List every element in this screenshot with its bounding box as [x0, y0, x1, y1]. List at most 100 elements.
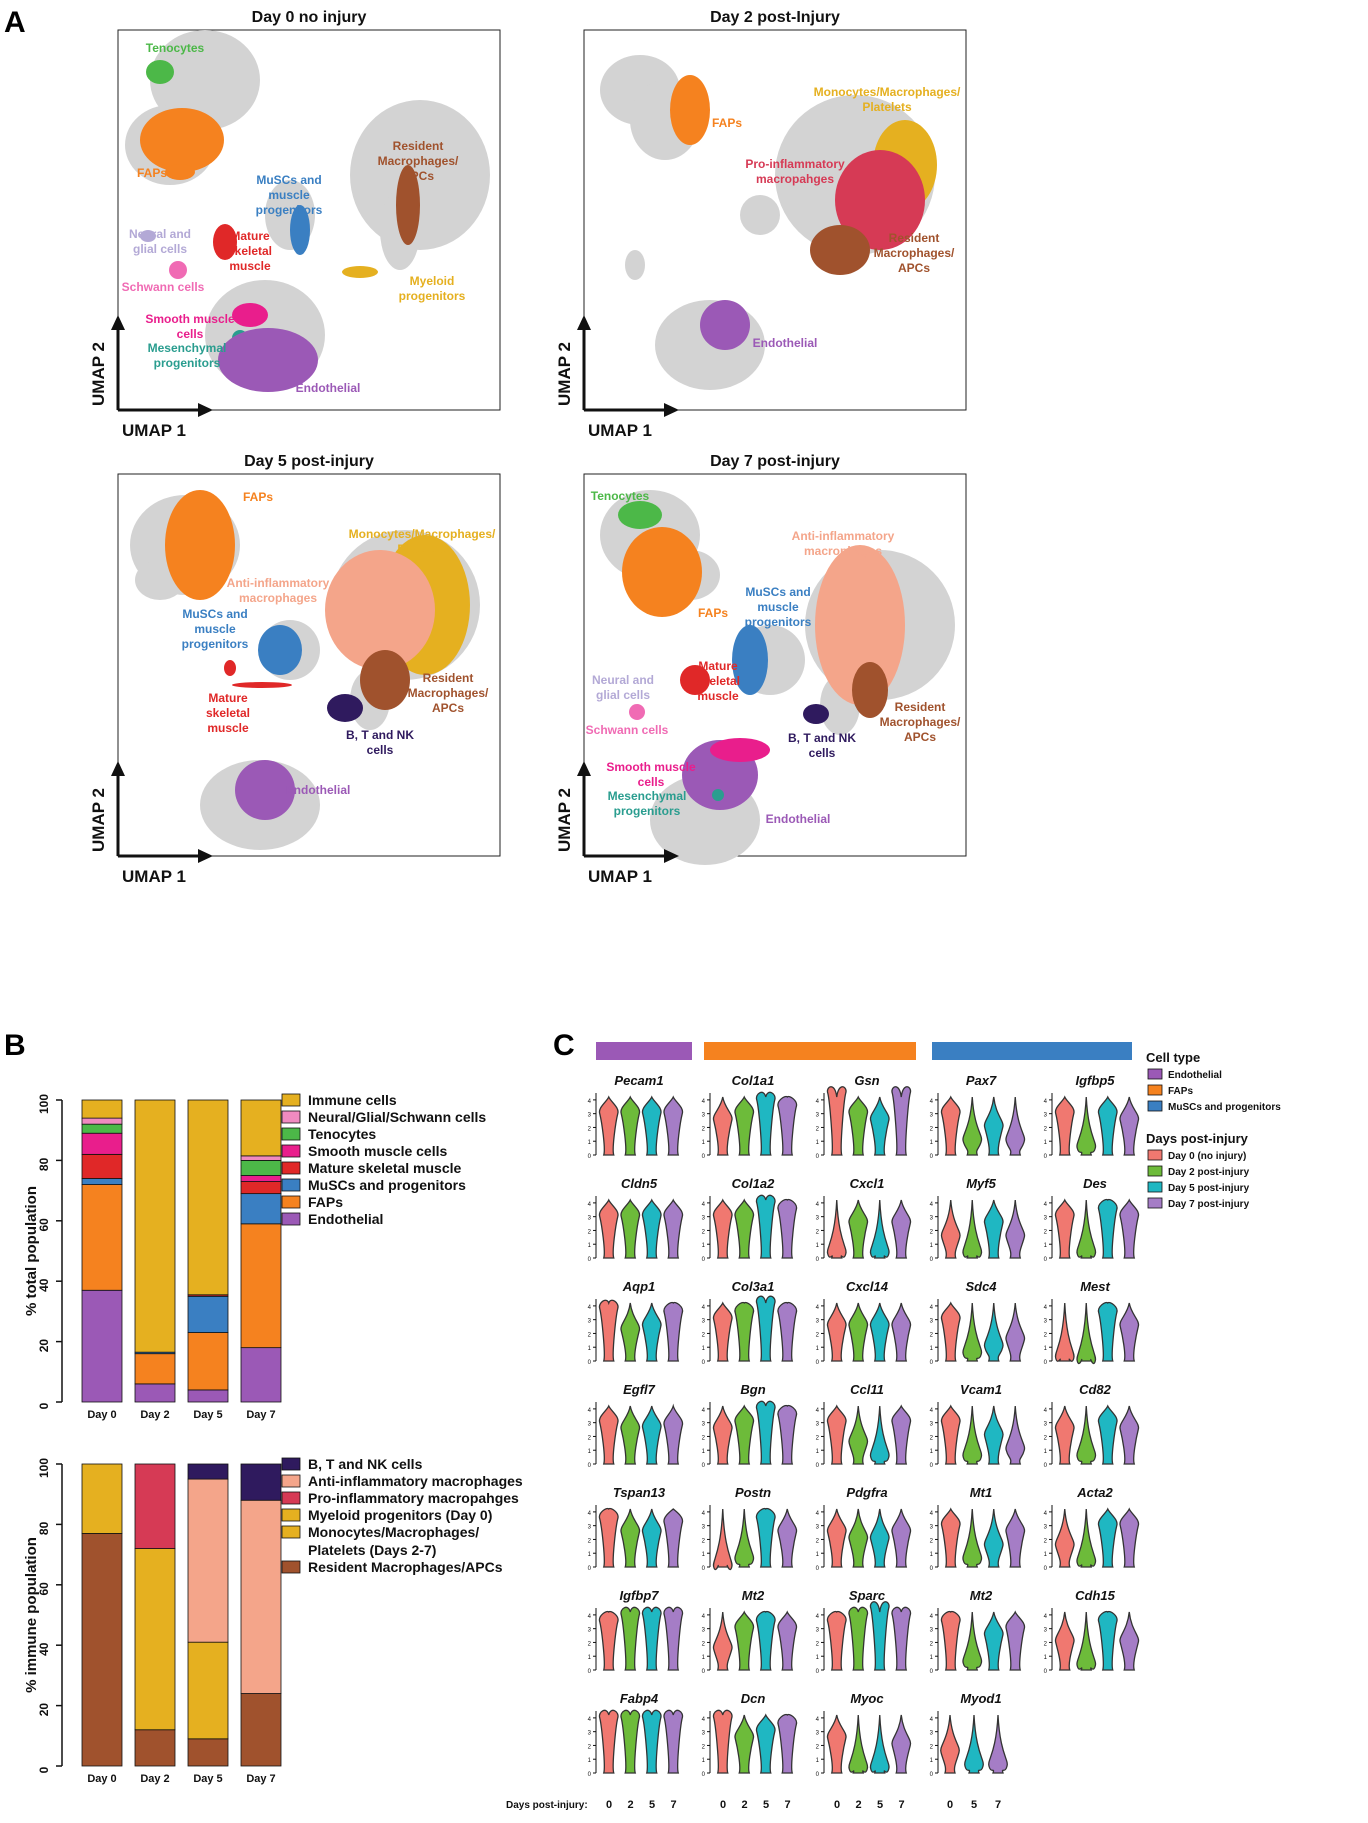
violin-y-tick-label: 2 — [930, 1435, 934, 1441]
violin-y-tick-label: 2 — [930, 1744, 934, 1750]
bar-segment-btnk — [187, 1463, 229, 1480]
violin-plot: Igfbp5 0 1 2 3 4 — [1044, 1073, 1140, 1160]
violin-plot: Igfbp7 0 1 2 3 4 — [588, 1588, 684, 1675]
label-line: Monocytes/Macrophages/ — [349, 527, 496, 541]
legend-swatch-smooth_muscle — [281, 1144, 301, 1158]
label-line: macrophages — [804, 544, 882, 558]
bar-segment-resident — [187, 1738, 229, 1767]
violin-y-tick-label: 0 — [588, 1154, 592, 1160]
violin-day0 — [712, 1096, 733, 1156]
label-line: Neural and — [592, 673, 654, 687]
label-line: Resident — [895, 700, 946, 714]
label-line: progenitors — [154, 356, 221, 370]
cell-cluster-resident — [396, 165, 420, 245]
label-line: Resident — [889, 231, 940, 245]
violin-day-tick: 0 — [720, 1799, 726, 1811]
umap-panels: Day 0 no injury UMAP 1 UMAP 2 Tenocytes FAPs… — [89, 9, 967, 886]
label-line: muscle — [229, 259, 271, 273]
violin-y-tick-label: 3 — [816, 1628, 820, 1634]
umap-y-arrowhead — [577, 315, 591, 330]
legend-swatch-neural_glial_schwann — [281, 1110, 301, 1124]
violin-y-tick-label: 4 — [702, 1305, 706, 1311]
violin-day5 — [755, 1713, 776, 1774]
violin-y-tick-label: 3 — [930, 1113, 934, 1119]
violin-y-tick-label: 2 — [702, 1332, 706, 1338]
violin-day7 — [663, 1709, 684, 1774]
label-line: B, T and NK — [788, 731, 856, 745]
violin-y-tick-label: 2 — [702, 1641, 706, 1647]
violin-y-tick-label: 4 — [588, 1305, 592, 1311]
panel-letter-a: A — [4, 6, 26, 39]
violin-y-tick-label: 0 — [816, 1566, 820, 1572]
group-bar-faps — [704, 1042, 916, 1060]
gene-name: Mt2 — [742, 1588, 765, 1603]
violin-y-tick-label: 0 — [930, 1772, 934, 1778]
violin-y-tick-label: 3 — [702, 1216, 706, 1222]
umap-axes: UMAP 1 UMAP 2 — [89, 315, 213, 440]
violin-day-tick: 0 — [834, 1799, 840, 1811]
violin-plot: Bgn 0 1 2 3 4 — [702, 1382, 798, 1469]
gene-name: Mest — [1080, 1279, 1110, 1294]
violin-y-tick-label: 3 — [930, 1422, 934, 1428]
violin-day-tick: 5 — [763, 1799, 769, 1811]
y-tick-label: 80 — [37, 1521, 51, 1535]
label-line: Resident — [423, 671, 474, 685]
violin-y-tick-label: 2 — [930, 1126, 934, 1132]
violin-y-tick-label: 1 — [816, 1140, 820, 1146]
cell-cluster-schwann — [169, 261, 187, 279]
legend-label: Day 7 post-injury — [1168, 1199, 1250, 1210]
violin-plot: Egfl7 0 1 2 3 4 — [588, 1382, 684, 1469]
violin-y-tick-label: 1 — [702, 1346, 706, 1352]
violin-day7 — [891, 1302, 912, 1362]
cell-cluster-smooth_muscle — [710, 738, 770, 762]
violin-plot: Ccl11 0 1 2 3 4 — [816, 1382, 912, 1469]
violin-plot: Cxcl1 0 1 2 3 4 — [816, 1176, 912, 1263]
violin-plot: Myf5 0 1 2 3 4 — [930, 1176, 1026, 1263]
bar-segment-myeloid — [81, 1463, 123, 1534]
legend-swatch-endothelial — [281, 1212, 301, 1226]
violin-day7 — [1005, 1610, 1026, 1671]
violin-y-tick-label: 1 — [702, 1140, 706, 1146]
gene-name: Gsn — [854, 1073, 879, 1088]
umap-title: Day 2 post-Injury — [710, 9, 840, 26]
bar-segment-faps — [240, 1223, 282, 1349]
label-line: FAPs — [137, 166, 167, 180]
violin-day0 — [598, 1095, 619, 1156]
violin-y-tick-label: 0 — [816, 1669, 820, 1675]
violin-day2 — [734, 1714, 755, 1774]
violin-day-tick: 7 — [995, 1799, 1001, 1811]
legend-swatch-btnk — [281, 1457, 301, 1471]
violin-y-tick-label: 1 — [816, 1655, 820, 1661]
violin-y-tick-label: 4 — [930, 1717, 934, 1723]
legend-swatch-muscs — [1147, 1100, 1163, 1112]
violin-day5 — [1097, 1610, 1118, 1671]
violin-y-tick-label: 1 — [816, 1346, 820, 1352]
label-line: Neural and — [129, 227, 191, 241]
legend-swatch-myeloid — [281, 1508, 301, 1522]
violin-day5 — [641, 1198, 662, 1259]
violin-day7 — [663, 1606, 684, 1671]
violin-day2 — [620, 1508, 641, 1568]
violin-day5 — [641, 1709, 662, 1774]
bar-segment-immune — [187, 1099, 229, 1296]
label-line: muscle — [697, 689, 739, 703]
violin-day5 — [1097, 1095, 1118, 1156]
violin-y-tick-label: 2 — [930, 1538, 934, 1544]
violin-day5 — [1097, 1301, 1118, 1362]
violin-y-tick-label: 0 — [702, 1772, 706, 1778]
cell-cluster-mature_muscle — [213, 224, 237, 260]
cell-cluster-mature_muscle — [224, 660, 236, 676]
violin-day7 — [777, 1095, 798, 1156]
violin-y-tick-label: 3 — [1044, 1216, 1048, 1222]
cell-cluster-tenocytes — [146, 60, 174, 84]
violin-y-tick-label: 3 — [702, 1113, 706, 1119]
x-tick-label: Day 2 — [140, 1409, 169, 1421]
legend-label: Immune cells — [308, 1092, 397, 1108]
bar-segment-anti_inflam — [187, 1478, 229, 1643]
umap-y-arrowhead — [577, 761, 591, 776]
violin-y-tick-label: 1 — [816, 1243, 820, 1249]
label-line: APCs — [432, 701, 464, 715]
